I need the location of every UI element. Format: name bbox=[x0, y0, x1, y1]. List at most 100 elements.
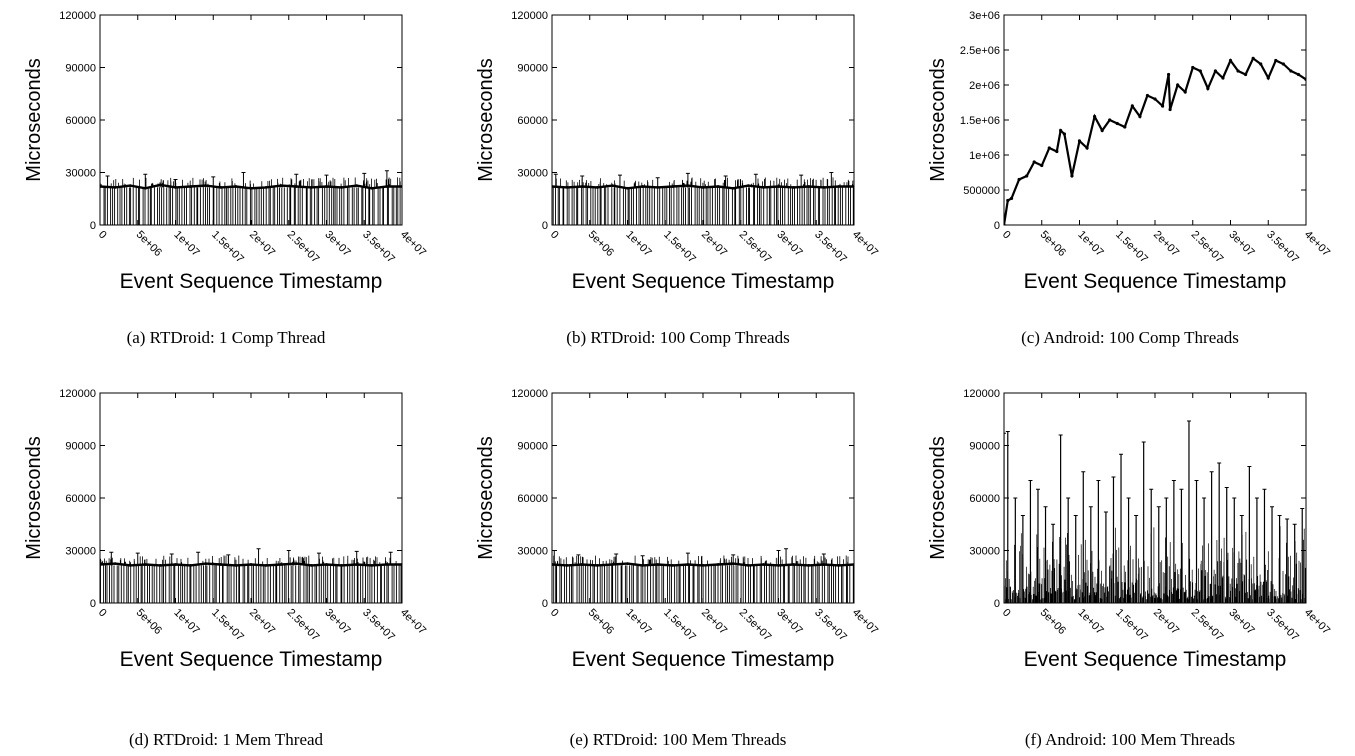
x-tick-label: 2.5e+07 bbox=[737, 229, 774, 266]
data-point bbox=[1059, 128, 1063, 133]
data-point bbox=[792, 563, 795, 566]
caption-d: (d) RTDroid: 1 Mem Thread bbox=[128, 730, 324, 749]
y-tick-label: 60000 bbox=[969, 493, 1000, 505]
x-tick-label: 1.5e+07 bbox=[1113, 607, 1150, 644]
data-point bbox=[400, 563, 402, 566]
data-point bbox=[716, 563, 720, 566]
y-tick-label: 0 bbox=[542, 220, 548, 232]
data-point bbox=[1259, 62, 1263, 66]
x-tick-label: 2e+07 bbox=[247, 607, 277, 637]
x-tick-label: 2.5e+07 bbox=[285, 607, 322, 644]
y-axis-label: Microseconds bbox=[23, 58, 45, 181]
plot-frame bbox=[99, 392, 403, 604]
figure-c: 0 500000 1e+06 1.5e+06 2e+06 2.5e+06 3e+06 0 5e+… bbox=[904, 0, 1355, 378]
data-point bbox=[1006, 198, 1010, 203]
caption-e: (e) RTDroid: 100 Mem Threads bbox=[569, 730, 787, 749]
x-tick-label: 2.5e+07 bbox=[1189, 607, 1226, 644]
y-tick-label: 30000 bbox=[969, 546, 1000, 558]
data-point bbox=[731, 186, 735, 190]
data-point bbox=[1274, 58, 1278, 63]
x-tick-label: 0 bbox=[1000, 229, 1013, 242]
data-point bbox=[1138, 114, 1142, 119]
x-tick-label: 3.5e+07 bbox=[812, 607, 849, 644]
x-tick-label: 5e+06 bbox=[134, 607, 164, 637]
x-tick-label: 1.5e+07 bbox=[209, 229, 246, 266]
x-tick-label: 5e+06 bbox=[586, 229, 616, 259]
figure-a: 0 30000 60000 90000 120000 0 5e+06 1e+07 1.5e+07… bbox=[0, 0, 452, 378]
x-tick-label: 5e+06 bbox=[586, 607, 616, 637]
data-point bbox=[1304, 77, 1306, 81]
y-tick-label: 3e+06 bbox=[969, 10, 1000, 22]
x-tick-label: 3.5e+07 bbox=[1264, 229, 1301, 266]
chart-f-svg: 0 30000 60000 90000 120000 0 5e+06 1e+07 1.5e+07… bbox=[927, 388, 1332, 671]
noise-ticks bbox=[553, 555, 854, 566]
data-point bbox=[1070, 174, 1074, 178]
caption-b: (b) RTDroid: 100 Comp Threads bbox=[566, 328, 790, 347]
x-tick-label: 1e+07 bbox=[171, 229, 201, 259]
data-point bbox=[595, 185, 599, 189]
noise-ticks bbox=[555, 177, 854, 188]
plot-frame bbox=[1003, 14, 1307, 226]
x-tick-label: 3e+07 bbox=[774, 229, 804, 259]
data-point bbox=[264, 185, 268, 189]
data-point bbox=[1093, 114, 1097, 119]
x-tick-label: 1e+07 bbox=[623, 229, 653, 259]
data-point bbox=[1004, 223, 1006, 225]
x-tick-label: 4e+07 bbox=[398, 229, 428, 259]
x-tick-label: 3e+07 bbox=[322, 607, 352, 637]
data-point bbox=[671, 563, 675, 567]
plot-frame bbox=[1003, 392, 1307, 604]
x-tick-label: 2.5e+07 bbox=[737, 607, 774, 644]
data-point bbox=[1130, 104, 1134, 108]
y-tick-label: 0 bbox=[542, 598, 548, 610]
data-point bbox=[1183, 90, 1187, 94]
y-tick-label: 90000 bbox=[969, 441, 1000, 453]
y-tick-label: 500000 bbox=[963, 185, 1000, 197]
series-line bbox=[1004, 56, 1306, 225]
x-tick-label: 2e+07 bbox=[247, 229, 277, 259]
data-layer bbox=[1004, 56, 1306, 225]
x-tick-label: 2e+07 bbox=[1151, 229, 1181, 259]
x-axis-label: Event Sequence Timestamp bbox=[1024, 648, 1287, 671]
data-point bbox=[1123, 125, 1127, 129]
y-tick-label: 90000 bbox=[517, 63, 548, 75]
x-tick-label: 2e+07 bbox=[699, 229, 729, 259]
drop-lines bbox=[553, 565, 854, 603]
noise-ticks bbox=[100, 555, 397, 566]
data-point bbox=[113, 562, 117, 566]
x-tick-label: 3.5e+07 bbox=[360, 607, 397, 644]
data-point bbox=[1296, 72, 1301, 77]
x-tick-label: 2.5e+07 bbox=[285, 229, 322, 266]
x-tick-label: 5e+06 bbox=[1038, 229, 1068, 259]
y-tick-label: 90000 bbox=[517, 441, 548, 453]
x-tick-label: 1e+07 bbox=[623, 607, 653, 637]
data-point bbox=[1176, 83, 1180, 87]
y-axis-label: Microseconds bbox=[23, 436, 45, 559]
figure-b: 0 30000 60000 90000 120000 0 5e+06 1e+07 1.5e+07… bbox=[452, 0, 904, 378]
data-point bbox=[249, 186, 253, 190]
x-axis-label: Event Sequence Timestamp bbox=[572, 648, 835, 671]
data-point bbox=[1198, 69, 1202, 73]
data-point bbox=[1191, 65, 1195, 70]
y-tick-label: 120000 bbox=[963, 388, 1000, 400]
x-tick-label: 1.5e+07 bbox=[661, 607, 698, 644]
x-tick-label: 1.5e+07 bbox=[661, 229, 698, 266]
data-point bbox=[1206, 86, 1210, 91]
x-tick-label: 2.5e+07 bbox=[1189, 229, 1226, 266]
data-point bbox=[400, 185, 402, 188]
x-axis-label: Event Sequence Timestamp bbox=[1024, 270, 1287, 293]
data-point bbox=[143, 186, 147, 190]
x-tick-label: 5e+06 bbox=[1038, 607, 1068, 637]
data-point bbox=[837, 185, 841, 188]
data-point bbox=[249, 563, 253, 566]
drop-lines bbox=[100, 187, 401, 225]
y-tick-label: 30000 bbox=[65, 546, 96, 558]
figure-e: 0 30000 60000 90000 120000 0 5e+06 1e+07 1.5e+07… bbox=[452, 378, 904, 756]
y-axis-label: Microseconds bbox=[475, 58, 497, 181]
data-point bbox=[189, 185, 193, 188]
data-point bbox=[1213, 69, 1217, 73]
data-layer bbox=[100, 548, 402, 603]
y-tick-label: 0 bbox=[90, 220, 96, 232]
x-tick-label: 3e+07 bbox=[1226, 229, 1256, 259]
y-tick-label: 60000 bbox=[517, 493, 548, 505]
